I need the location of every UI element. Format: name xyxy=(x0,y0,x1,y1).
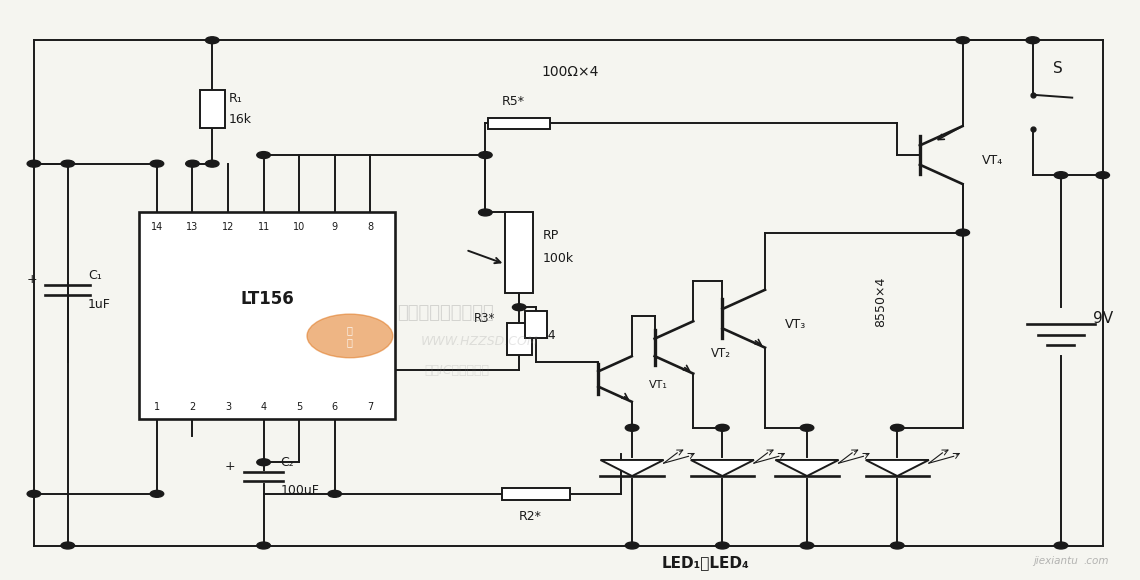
Text: .com: .com xyxy=(1083,556,1109,566)
Text: 杭州缝库电子市场网: 杭州缝库电子市场网 xyxy=(398,304,495,322)
Text: VT₁: VT₁ xyxy=(649,380,668,390)
Text: R2*: R2* xyxy=(519,510,542,523)
Circle shape xyxy=(626,542,638,549)
Bar xyxy=(200,90,225,128)
Circle shape xyxy=(716,542,730,549)
Text: 4: 4 xyxy=(261,401,267,412)
Text: 最大IC元器件网站: 最大IC元器件网站 xyxy=(424,364,490,377)
Text: 8: 8 xyxy=(367,222,373,232)
Text: 1uF: 1uF xyxy=(88,298,111,311)
Circle shape xyxy=(186,160,199,167)
Text: RP: RP xyxy=(543,229,559,242)
Text: 9V: 9V xyxy=(1092,311,1113,326)
Circle shape xyxy=(513,304,526,311)
Bar xyxy=(488,118,551,129)
Text: 16k: 16k xyxy=(229,113,252,126)
Circle shape xyxy=(800,542,814,549)
Circle shape xyxy=(62,160,74,167)
Circle shape xyxy=(890,542,904,549)
Text: LT156: LT156 xyxy=(241,289,294,307)
Circle shape xyxy=(479,151,492,158)
Circle shape xyxy=(307,314,393,358)
Circle shape xyxy=(150,491,164,497)
Text: C₂: C₂ xyxy=(280,456,294,469)
Circle shape xyxy=(150,160,164,167)
Text: LED₁～LED₄: LED₁～LED₄ xyxy=(661,555,749,570)
Circle shape xyxy=(27,491,41,497)
Circle shape xyxy=(27,160,41,167)
Circle shape xyxy=(479,209,492,216)
Text: R5*: R5* xyxy=(502,95,526,108)
Bar xyxy=(505,212,534,293)
Text: VT₂: VT₂ xyxy=(711,347,731,360)
Circle shape xyxy=(626,425,638,432)
Text: 8550×4: 8550×4 xyxy=(874,276,887,327)
Text: 10: 10 xyxy=(293,222,306,232)
Polygon shape xyxy=(865,460,929,476)
Text: WWW.HZZSD.COM: WWW.HZZSD.COM xyxy=(421,335,538,348)
Text: 5: 5 xyxy=(296,401,302,412)
Bar xyxy=(139,212,396,419)
Circle shape xyxy=(1026,37,1040,44)
Bar xyxy=(503,488,570,499)
Text: 6: 6 xyxy=(332,401,337,412)
Circle shape xyxy=(800,425,814,432)
Text: 11: 11 xyxy=(258,222,270,232)
Polygon shape xyxy=(601,460,663,476)
Text: 100uF: 100uF xyxy=(280,484,319,498)
Circle shape xyxy=(256,459,270,466)
Text: R4: R4 xyxy=(539,329,556,342)
Text: 100Ω×4: 100Ω×4 xyxy=(542,65,598,79)
Text: +: + xyxy=(225,460,236,473)
Text: VT₄: VT₄ xyxy=(982,154,1003,167)
Polygon shape xyxy=(691,460,754,476)
Circle shape xyxy=(1054,542,1068,549)
Polygon shape xyxy=(775,460,839,476)
Text: 1: 1 xyxy=(154,401,160,412)
Circle shape xyxy=(328,491,342,497)
Circle shape xyxy=(956,229,969,236)
Text: S: S xyxy=(1053,61,1062,77)
Text: R₁: R₁ xyxy=(229,92,243,106)
Text: 9: 9 xyxy=(332,222,337,232)
Text: 缝
库: 缝 库 xyxy=(347,325,353,347)
Text: 3: 3 xyxy=(225,401,231,412)
Circle shape xyxy=(1096,172,1109,179)
Circle shape xyxy=(256,542,270,549)
Text: C₁: C₁ xyxy=(88,269,101,282)
Circle shape xyxy=(716,425,730,432)
Circle shape xyxy=(62,542,74,549)
Bar xyxy=(507,323,531,354)
Circle shape xyxy=(256,151,270,158)
Circle shape xyxy=(956,37,969,44)
Text: 12: 12 xyxy=(222,222,234,232)
Text: 7: 7 xyxy=(367,401,374,412)
Text: 100k: 100k xyxy=(543,252,573,265)
Text: 2: 2 xyxy=(189,401,196,412)
Bar xyxy=(524,311,547,338)
Circle shape xyxy=(205,160,219,167)
Text: R3*: R3* xyxy=(474,312,496,325)
Circle shape xyxy=(1054,172,1068,179)
Text: VT₃: VT₃ xyxy=(784,318,806,331)
Text: 14: 14 xyxy=(150,222,163,232)
Text: jiexiantu: jiexiantu xyxy=(1033,556,1077,566)
Text: 13: 13 xyxy=(186,222,198,232)
Circle shape xyxy=(205,37,219,44)
Text: +: + xyxy=(26,273,36,286)
Circle shape xyxy=(890,425,904,432)
